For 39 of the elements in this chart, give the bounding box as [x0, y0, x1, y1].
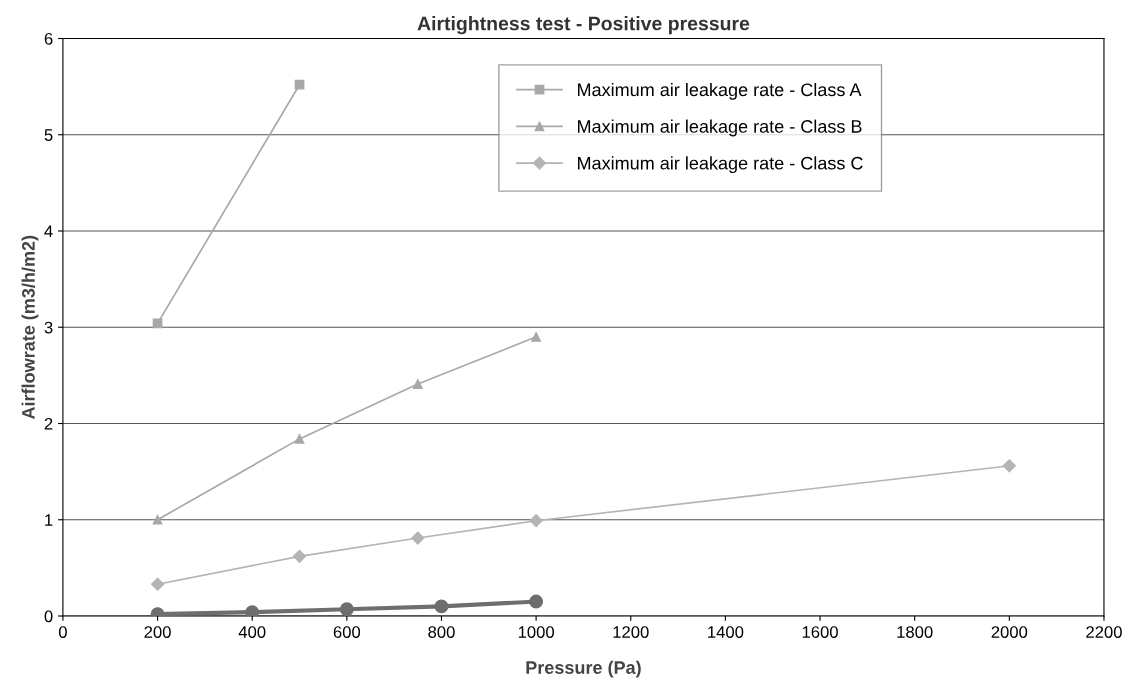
x-tick-label: 1000 [518, 626, 555, 638]
y-tick-label: 2 [44, 417, 53, 430]
y-tick-label: 3 [44, 321, 53, 334]
legend-label: Maximum air leakage rate - Class B [577, 119, 862, 137]
point [529, 594, 544, 609]
point [294, 79, 305, 90]
y-tick-label: 4 [44, 225, 53, 238]
point [412, 379, 423, 389]
point [150, 577, 165, 591]
legend-label: Maximum air leakage rate - Class A [577, 82, 862, 100]
y-tick-label: 1 [45, 514, 53, 526]
x-tick-label: 1800 [897, 626, 933, 638]
point [245, 605, 260, 616]
x-tick-label: 1200 [613, 626, 649, 638]
x-tick-label: 2000 [991, 626, 1028, 638]
y-tick-label: 6 [44, 32, 53, 45]
y-axis-title: Airflowrate (m3/h/m2) [21, 235, 39, 420]
legend-label: Maximum air leakage rate - Class C [577, 156, 863, 174]
point [411, 531, 425, 545]
x-tick-label: 800 [428, 626, 455, 638]
x-tick-label: 1600 [802, 626, 838, 638]
x-tick-label: 600 [333, 626, 361, 638]
point [531, 332, 541, 342]
point [1002, 459, 1016, 473]
x-tick-label: 400 [238, 626, 266, 638]
point [434, 599, 449, 614]
chart-title: Airtightness test - Positive pressure [417, 16, 750, 35]
y-tick-label: 5 [44, 129, 53, 141]
x-tick-label: 2200 [1086, 626, 1122, 638]
x-tick-label: 0 [58, 626, 67, 638]
x-tick-label: 1400 [708, 626, 744, 638]
point [529, 514, 543, 528]
x-axis-title: Pressure (Pa) [526, 660, 641, 678]
point [292, 549, 307, 563]
point [152, 514, 163, 525]
point [339, 602, 354, 616]
x-tick-label: 200 [144, 626, 171, 638]
y-tick-label: 0 [44, 610, 53, 623]
point [294, 434, 305, 444]
